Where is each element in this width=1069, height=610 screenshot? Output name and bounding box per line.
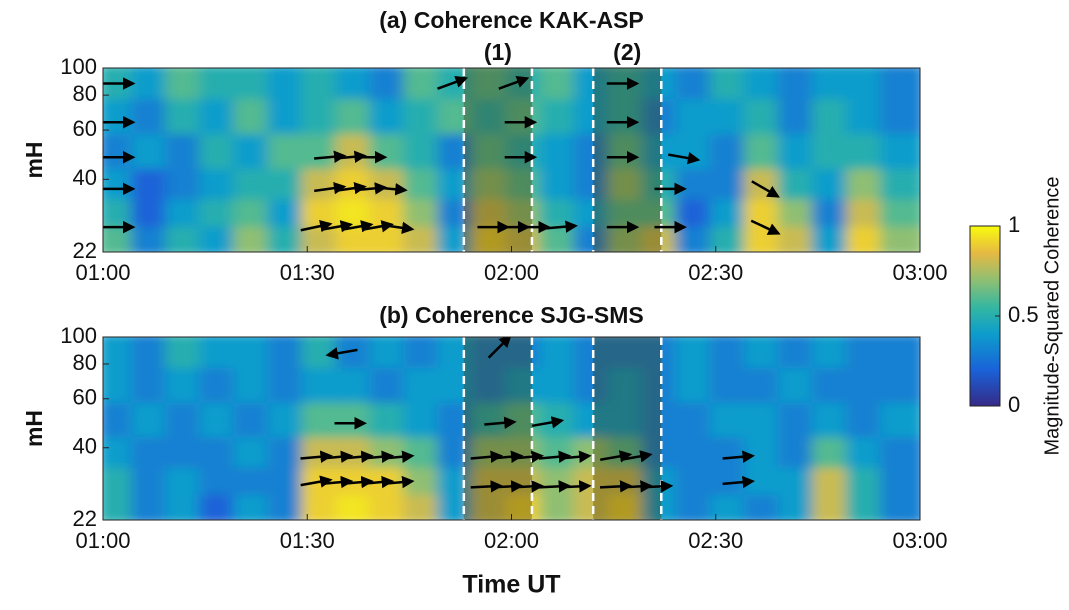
phase-arrow (600, 450, 633, 463)
phase-arrow (300, 450, 333, 463)
x-tick-label: 03:00 (892, 528, 947, 553)
phase-arrow (325, 347, 358, 360)
y-tick-label: 22 (73, 238, 97, 263)
heatmap (103, 68, 920, 252)
y-tick-label: 100 (60, 54, 97, 79)
phase-arrow (722, 450, 755, 463)
x-tick-label: 01:30 (280, 528, 335, 553)
phase-arrow (668, 151, 701, 165)
highlight-label: (2) (613, 39, 641, 65)
phase-arrow (487, 337, 512, 359)
heat-cell (879, 337, 920, 368)
heatmap-cells (103, 337, 920, 520)
phase-arrow (300, 219, 333, 233)
y-tick-label: 60 (73, 385, 97, 410)
phase-arrow (511, 450, 544, 463)
y-tick-label: 40 (73, 434, 97, 459)
y-tick-label: 100 (60, 323, 97, 348)
colorbar-tick-label: 0 (1008, 392, 1020, 417)
y-axis-label: mH (21, 410, 47, 447)
x-tick-label: 01:00 (75, 528, 130, 553)
phase-arrow (531, 416, 565, 429)
phase-arrow (751, 180, 780, 198)
phase-arrow (361, 450, 395, 463)
phase-arrow (498, 75, 530, 90)
x-axis-label: Time UT (462, 571, 560, 599)
phase-arrow (511, 480, 544, 493)
highlight-region (463, 68, 532, 252)
phase-arrow (361, 475, 395, 489)
phase-arrow (538, 450, 572, 463)
highlight-region (593, 337, 662, 520)
phase-arrow (341, 450, 374, 463)
phase-arrow (559, 480, 592, 493)
phase-arrow (484, 416, 517, 430)
phase-arrow (320, 450, 354, 463)
phase-arrow (320, 220, 354, 233)
highlight-region (593, 68, 662, 252)
y-tick-label: 40 (73, 165, 97, 190)
phase-arrow (334, 181, 367, 195)
x-tick-label: 01:30 (280, 260, 335, 285)
y-tick-label: 22 (73, 506, 97, 531)
heatmap-cells (103, 68, 920, 252)
phase-arrow (750, 219, 781, 235)
phase-arrow (382, 475, 415, 489)
phase-arrow (620, 450, 653, 463)
phase-arrow (314, 181, 347, 195)
heat-cell (879, 68, 920, 100)
colorbar-tick-label: 0.5 (1008, 302, 1039, 327)
y-tick-label: 80 (73, 350, 97, 375)
chart-title: (b) Coherence SJG-SMS (379, 302, 644, 328)
x-tick-label: 01:00 (75, 260, 130, 285)
phase-arrow (375, 183, 408, 196)
x-tick-label: 02:30 (688, 260, 743, 285)
phase-arrow (314, 150, 347, 163)
phase-arrow (320, 475, 354, 489)
phase-arrow (437, 75, 469, 90)
phase-arrow (300, 475, 333, 488)
phase-arrow (640, 480, 674, 493)
y-tick-label: 60 (73, 116, 97, 141)
phase-arrow (491, 450, 524, 463)
highlight-region (463, 337, 532, 520)
x-tick-label: 02:00 (484, 528, 539, 553)
colorbar-tick-label: 1 (1008, 212, 1020, 237)
phase-arrow (382, 450, 415, 463)
highlight-label: (1) (484, 39, 512, 65)
phase-arrow (341, 475, 374, 489)
chart-title: (a) Coherence KAK-ASP (379, 7, 644, 33)
heatmap (103, 337, 920, 520)
phase-arrow (341, 220, 374, 233)
phase-arrow (470, 450, 504, 463)
phase-arrow (382, 221, 415, 234)
y-tick-label: 80 (73, 81, 97, 106)
phase-arrow (559, 450, 592, 463)
colorbar-label: Magnitude-Squared Coherence (1041, 176, 1063, 455)
x-tick-label: 02:00 (484, 260, 539, 285)
x-tick-label: 03:00 (892, 260, 947, 285)
x-tick-label: 02:30 (688, 528, 743, 553)
phase-arrow (722, 475, 755, 489)
y-axis-label: mH (21, 141, 47, 178)
phase-arrow (545, 220, 578, 233)
